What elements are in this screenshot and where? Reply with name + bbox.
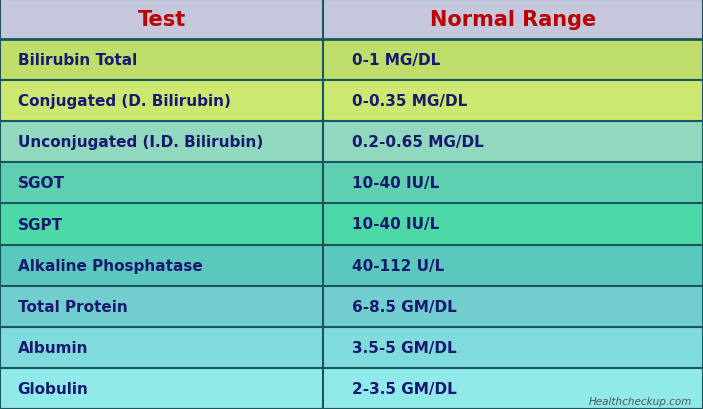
Bar: [0, 245, 703, 286]
Bar: [0, 286, 703, 327]
Text: SGOT: SGOT: [18, 176, 65, 191]
Text: 10-40 IU/L: 10-40 IU/L: [352, 217, 439, 232]
Text: Conjugated (D. Bilirubin): Conjugated (D. Bilirubin): [18, 94, 231, 109]
Text: SGPT: SGPT: [18, 217, 63, 232]
Bar: [0, 40, 703, 81]
Text: 2-3.5 GM/DL: 2-3.5 GM/DL: [352, 381, 456, 396]
Text: 6-8.5 GM/DL: 6-8.5 GM/DL: [352, 299, 456, 314]
Text: Albumin: Albumin: [18, 340, 88, 355]
Text: Test: Test: [138, 10, 186, 30]
Text: 0-0.35 MG/DL: 0-0.35 MG/DL: [352, 94, 467, 109]
Bar: [0, 327, 703, 368]
Text: Globulin: Globulin: [18, 381, 89, 396]
Bar: [0, 122, 703, 163]
Text: 3.5-5 GM/DL: 3.5-5 GM/DL: [352, 340, 456, 355]
Text: 10-40 IU/L: 10-40 IU/L: [352, 176, 439, 191]
Text: Healthcheckup.com: Healthcheckup.com: [589, 396, 692, 406]
Text: Unconjugated (I.D. Bilirubin): Unconjugated (I.D. Bilirubin): [18, 135, 263, 150]
Text: Alkaline Phosphatase: Alkaline Phosphatase: [18, 258, 202, 273]
Bar: [0, 204, 703, 245]
Text: Bilirubin Total: Bilirubin Total: [18, 53, 137, 68]
Text: 40-112 U/L: 40-112 U/L: [352, 258, 444, 273]
Text: 0-1 MG/DL: 0-1 MG/DL: [352, 53, 440, 68]
Bar: [0, 163, 703, 204]
Text: 0.2-0.65 MG/DL: 0.2-0.65 MG/DL: [352, 135, 483, 150]
Text: Normal Range: Normal Range: [430, 10, 596, 30]
Bar: [0, 81, 703, 122]
Text: Total Protein: Total Protein: [18, 299, 127, 314]
Bar: [0, 368, 703, 409]
